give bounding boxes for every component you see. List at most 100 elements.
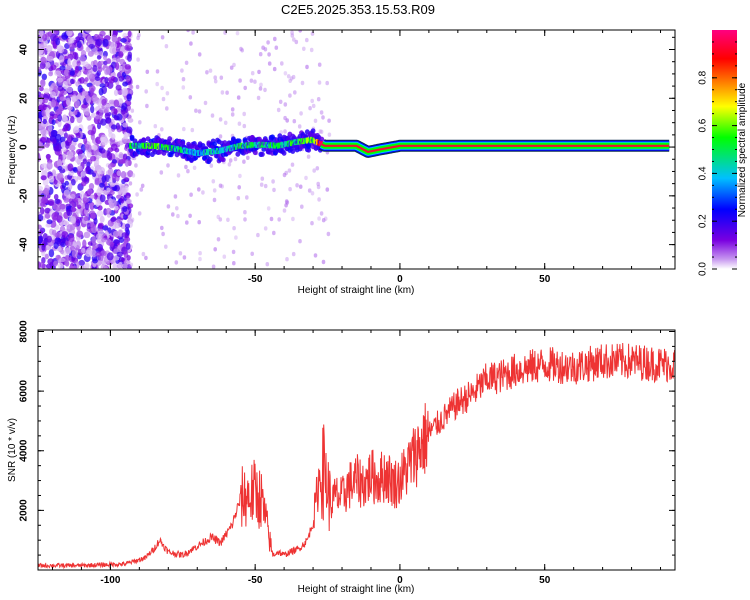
- snr-panel: -100 -50 0 50 2000 4000 6000 8000 Height of st…: [7, 320, 676, 595]
- noise-blob: [85, 63, 92, 70]
- noise-blob: [97, 230, 104, 236]
- noise-blob: [327, 118, 331, 123]
- noise-blob: [106, 187, 111, 193]
- noise-blob: [302, 46, 306, 51]
- noise-blob: [119, 58, 126, 65]
- noise-blob: [276, 107, 281, 113]
- colorbar-tick-label: 0.4: [698, 166, 709, 180]
- noise-blob: [243, 217, 247, 222]
- noise-blob: [308, 106, 312, 111]
- noise-blob: [223, 120, 228, 126]
- noise-blob: [40, 79, 46, 88]
- noise-blob: [135, 84, 140, 90]
- noise-blob: [164, 44, 169, 49]
- noise-blob: [64, 141, 70, 150]
- noise-blob: [327, 132, 332, 137]
- noise-blob: [114, 62, 120, 71]
- noise-blob: [176, 173, 181, 178]
- noise-blob: [105, 207, 112, 215]
- noise-blob: [58, 257, 66, 263]
- noise-blob: [111, 173, 117, 181]
- noise-blob: [125, 223, 130, 229]
- noise-blob: [96, 55, 102, 60]
- noise-blob: [292, 119, 297, 124]
- noise-blob: [69, 245, 76, 252]
- noise-blob: [284, 199, 289, 204]
- noise-blob: [112, 239, 120, 245]
- noise-blob: [68, 37, 75, 44]
- noise-blob: [92, 64, 98, 73]
- noise-blob: [153, 124, 158, 129]
- noise-blob: [113, 99, 120, 108]
- noise-blob: [122, 122, 129, 128]
- colorbar-axis: 0.0 0.2 0.4 0.6 0.8: [698, 41, 737, 276]
- noise-blob: [68, 170, 75, 176]
- signal-blob: [212, 141, 218, 147]
- noise-blob: [79, 77, 85, 84]
- noise-blob: [55, 143, 62, 152]
- noise-blob: [75, 208, 81, 214]
- snr-frame: [37, 329, 676, 571]
- noise-blob: [119, 195, 125, 204]
- noise-blob: [129, 262, 134, 267]
- noise-blob: [203, 100, 208, 106]
- noise-blob: [212, 188, 217, 193]
- noise-blob: [47, 124, 53, 132]
- colorbar-tick-label: 0.6: [698, 118, 709, 132]
- noise-blob: [232, 226, 236, 231]
- noise-blob: [87, 188, 93, 196]
- noise-blob: [96, 188, 102, 197]
- noise-blob: [316, 97, 321, 102]
- noise-blob: [288, 93, 292, 98]
- noise-blob: [185, 220, 189, 225]
- x-tick-label: -100: [100, 274, 120, 285]
- noise-blob: [265, 262, 270, 267]
- noise-blob: [277, 217, 282, 222]
- noise-blob: [59, 203, 66, 210]
- noise-blob: [263, 87, 267, 93]
- noise-blob: [189, 41, 193, 46]
- noise-blob: [238, 78, 242, 83]
- noise-blob: [44, 142, 50, 148]
- y-tick-label: -40: [19, 237, 30, 252]
- noise-blob: [186, 169, 190, 174]
- noise-blob: [50, 99, 57, 108]
- noise-blob: [243, 210, 247, 215]
- noise-blob: [54, 70, 62, 77]
- noise-blob: [79, 55, 87, 62]
- noise-blob: [246, 155, 250, 160]
- noise-blob: [191, 30, 195, 35]
- signal-band: [321, 143, 670, 153]
- noise-blob: [120, 171, 127, 179]
- noise-blob: [113, 248, 119, 254]
- noise-blob: [226, 217, 230, 222]
- noise-blob: [38, 66, 42, 72]
- noise-blob: [38, 196, 42, 203]
- noise-blob: [53, 193, 59, 200]
- noise-blob: [45, 263, 52, 269]
- noise-blob: [325, 187, 330, 192]
- noise-blob: [112, 230, 120, 238]
- noise-blob: [161, 96, 166, 102]
- noise-blob: [45, 108, 51, 117]
- noise-blob: [42, 118, 47, 125]
- noise-blob: [39, 136, 47, 144]
- noise-blob: [190, 127, 195, 133]
- noise-blob: [182, 255, 187, 260]
- signal-blob: [220, 157, 226, 163]
- noise-blob: [66, 64, 72, 71]
- noise-blob: [70, 206, 76, 213]
- noise-blob: [87, 50, 94, 57]
- noise-blob: [47, 258, 55, 265]
- noise-blob: [210, 113, 215, 118]
- signal-blob: [290, 148, 296, 154]
- noise-blob: [40, 127, 47, 136]
- noise-blob: [59, 96, 67, 102]
- noise-blob: [42, 103, 47, 111]
- noise-blob: [180, 68, 184, 73]
- noise-blob: [98, 87, 104, 96]
- noise-blob: [123, 177, 130, 183]
- noise-blob: [38, 86, 44, 92]
- noise-blob: [256, 232, 260, 238]
- noise-blob: [233, 156, 238, 162]
